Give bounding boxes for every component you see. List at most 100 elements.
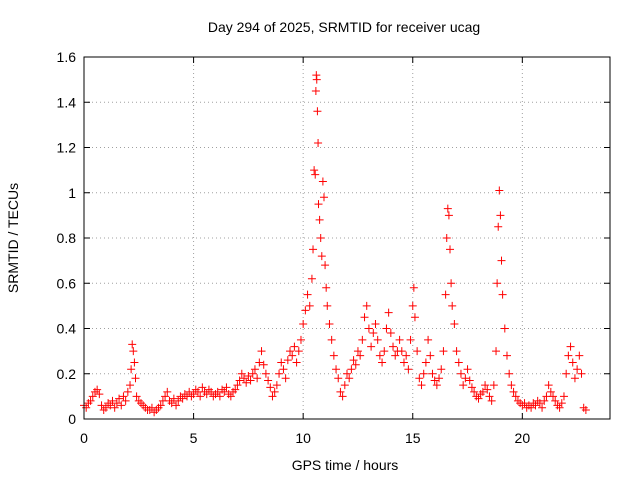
data-point xyxy=(492,347,501,356)
axis-ticks: 0 0.2 0.4 0.6 0.8 1 1.2 1.4 1.6 0 5 10 15 20 xyxy=(57,49,610,446)
data-point xyxy=(329,351,338,360)
data-point xyxy=(402,351,411,360)
x-tick-label: 5 xyxy=(190,430,198,446)
data-point xyxy=(474,394,483,403)
data-point xyxy=(198,383,207,392)
data-point xyxy=(437,365,446,374)
data-point xyxy=(535,399,544,408)
data-point xyxy=(509,387,518,396)
data-point xyxy=(299,319,308,328)
data-point xyxy=(404,365,413,374)
y-tick-label: 1.4 xyxy=(57,94,77,110)
data-point xyxy=(127,365,136,374)
data-point xyxy=(559,392,568,401)
data-point xyxy=(487,396,496,405)
data-point xyxy=(511,392,520,401)
y-axis-label: SRMTID / TECUs xyxy=(5,183,21,293)
data-point xyxy=(242,378,251,387)
data-point xyxy=(557,399,566,408)
data-point xyxy=(531,401,540,410)
data-point xyxy=(266,383,275,392)
data-point xyxy=(384,308,393,317)
data-point xyxy=(334,374,343,383)
data-point xyxy=(467,383,476,392)
data-point xyxy=(305,301,314,310)
grid xyxy=(84,57,610,419)
data-point xyxy=(115,394,124,403)
data-point xyxy=(463,365,472,374)
data-point xyxy=(88,392,97,401)
data-point xyxy=(319,193,328,202)
data-point xyxy=(311,86,320,95)
data-point xyxy=(270,387,279,396)
data-point xyxy=(439,347,448,356)
data-point xyxy=(101,403,110,412)
data-points xyxy=(80,71,590,417)
data-point xyxy=(97,401,106,410)
data-point xyxy=(172,401,181,410)
data-point xyxy=(485,392,494,401)
data-point xyxy=(581,405,590,414)
data-point xyxy=(415,374,424,383)
data-point xyxy=(520,399,529,408)
data-point xyxy=(215,392,224,401)
data-point xyxy=(119,392,128,401)
data-point xyxy=(318,177,327,186)
data-point xyxy=(443,204,452,213)
data-point xyxy=(347,365,356,374)
data-point xyxy=(196,392,205,401)
data-point xyxy=(340,381,349,390)
data-point xyxy=(332,365,341,374)
data-point xyxy=(417,381,426,390)
chart-title: Day 294 of 2025, SRMTID for receiver uca… xyxy=(208,19,480,35)
data-point xyxy=(110,403,119,412)
data-point xyxy=(444,211,453,220)
data-point xyxy=(391,351,400,360)
data-point xyxy=(353,347,362,356)
data-point xyxy=(126,381,135,390)
data-point xyxy=(327,335,336,344)
data-point xyxy=(566,342,575,351)
data-point xyxy=(447,279,456,288)
data-point xyxy=(408,301,417,310)
data-point xyxy=(527,403,536,412)
data-point xyxy=(117,401,126,410)
data-point xyxy=(321,261,330,270)
data-point xyxy=(442,234,451,242)
data-point xyxy=(397,347,406,356)
data-point xyxy=(261,369,270,378)
data-point xyxy=(86,396,95,405)
data-point xyxy=(121,396,130,405)
data-point xyxy=(538,403,547,412)
data-point xyxy=(446,245,455,254)
data-point xyxy=(343,369,351,378)
data-point xyxy=(233,381,242,390)
data-point xyxy=(315,215,324,224)
y-tick-label: 0.4 xyxy=(57,321,77,337)
data-point xyxy=(132,392,141,401)
data-point xyxy=(259,360,268,369)
data-point xyxy=(421,358,430,367)
data-point xyxy=(419,369,428,378)
data-point xyxy=(307,274,316,283)
data-point xyxy=(465,376,474,385)
data-point xyxy=(239,374,248,383)
data-point xyxy=(336,387,345,396)
data-point xyxy=(406,335,415,344)
data-point xyxy=(461,374,470,383)
data-point xyxy=(478,387,487,396)
data-point xyxy=(95,390,104,399)
data-point xyxy=(562,369,571,378)
data-point xyxy=(255,358,264,367)
data-point xyxy=(235,376,244,385)
data-point xyxy=(130,358,139,367)
data-point xyxy=(507,381,516,390)
data-point xyxy=(470,387,479,396)
data-point xyxy=(456,369,465,378)
data-point xyxy=(314,200,323,209)
data-point xyxy=(356,351,365,360)
y-tick-label: 1 xyxy=(68,185,76,201)
data-point xyxy=(244,372,253,381)
data-point xyxy=(413,347,422,356)
data-point xyxy=(441,290,450,299)
